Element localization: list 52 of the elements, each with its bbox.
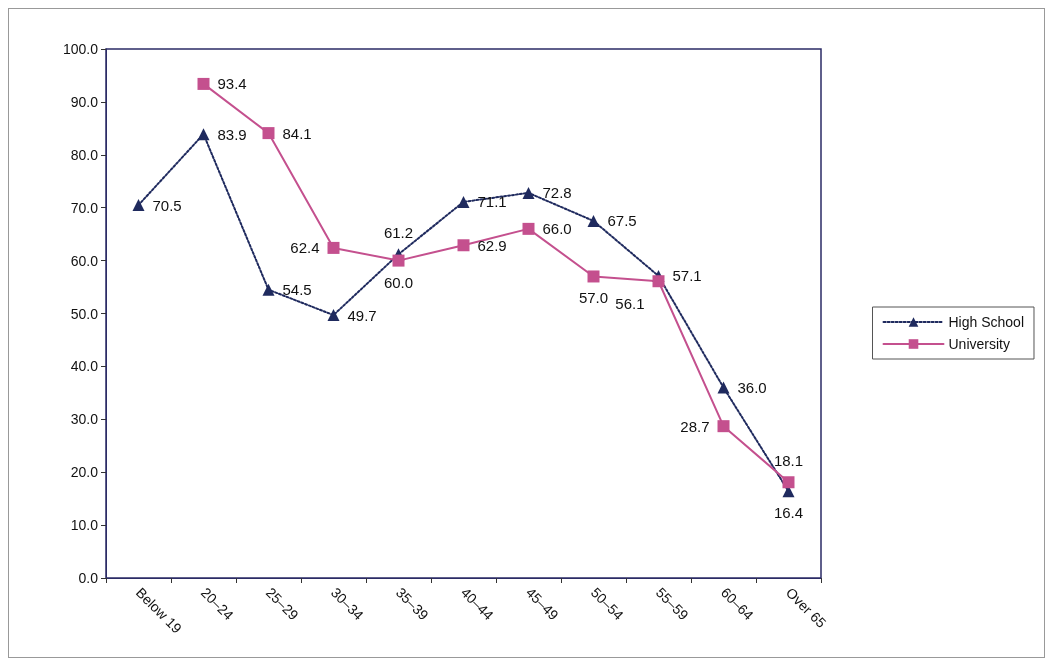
data-label: 62.4 xyxy=(290,239,320,257)
point xyxy=(327,241,340,254)
point xyxy=(392,254,405,267)
y-tick-label: 50.0 xyxy=(70,305,99,322)
data-label: 36.0 xyxy=(737,379,767,397)
data-label: 66.0 xyxy=(542,220,572,238)
point xyxy=(132,199,145,212)
y-tick-label: 20.0 xyxy=(70,464,99,481)
y-tick-label: 70.0 xyxy=(70,199,99,216)
y-tick-label: 0.0 xyxy=(78,570,99,586)
data-label: 54.5 xyxy=(282,281,312,299)
point xyxy=(457,239,470,252)
legend-label: University xyxy=(948,336,1010,352)
data-label: 60.0 xyxy=(383,273,414,291)
y-tick-label: 10.0 xyxy=(70,517,99,534)
data-label: 61.2 xyxy=(383,224,414,242)
data-label: 70.5 xyxy=(152,196,182,214)
point xyxy=(587,214,600,227)
data-label: 72.8 xyxy=(542,184,572,202)
data-label: 57.0 xyxy=(578,289,609,307)
y-tick-label: 60.0 xyxy=(70,252,99,269)
point xyxy=(262,283,275,296)
point xyxy=(522,222,535,235)
point xyxy=(522,186,535,199)
y-tick-label: 80.0 xyxy=(70,146,99,163)
data-label: 28.7 xyxy=(680,417,710,435)
point xyxy=(197,77,210,90)
y-tick-label: 30.0 xyxy=(70,411,99,428)
data-label: 84.1 xyxy=(282,124,312,142)
y-tick-label: 90.0 xyxy=(70,93,99,110)
data-label: 71.1 xyxy=(477,193,507,211)
data-label: 16.4 xyxy=(773,504,804,522)
data-label: 56.1 xyxy=(615,294,645,312)
point xyxy=(327,309,340,322)
point xyxy=(782,476,795,489)
data-label: 83.9 xyxy=(217,125,247,143)
point xyxy=(457,195,470,208)
data-label: 57.1 xyxy=(672,267,702,285)
data-label: 62.9 xyxy=(477,236,507,254)
data-label: 49.7 xyxy=(347,306,377,324)
point xyxy=(197,128,210,141)
point xyxy=(587,270,600,283)
point xyxy=(262,127,275,140)
point xyxy=(717,420,730,433)
y-tick-label: 40.0 xyxy=(70,358,99,375)
y-tick-label: 100.0 xyxy=(62,41,99,57)
legend-label: High School xyxy=(948,314,1025,330)
point xyxy=(652,275,665,288)
point xyxy=(717,381,730,394)
data-label: 18.1 xyxy=(773,452,804,470)
data-label: 93.4 xyxy=(217,75,247,93)
data-label: 67.5 xyxy=(607,212,637,230)
